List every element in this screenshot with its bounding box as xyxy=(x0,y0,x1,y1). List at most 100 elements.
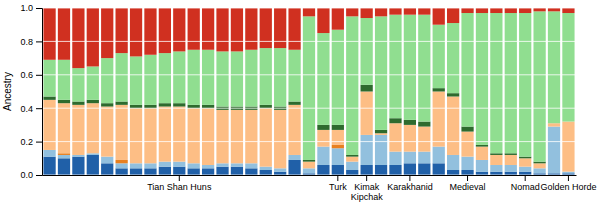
x-tick-label-line: Kipchak xyxy=(351,192,384,202)
bar-segment xyxy=(346,16,358,155)
y-axis-line xyxy=(36,9,43,176)
bar-segment xyxy=(332,145,344,148)
bar-segment xyxy=(274,110,286,168)
x-tick-label-line: Medieval xyxy=(450,182,486,192)
x-tick-label-line: Tian Shan Huns xyxy=(147,182,212,192)
x-tick: Golden Horde xyxy=(540,175,596,192)
bar-segment xyxy=(505,13,517,153)
y-tick-mark xyxy=(36,41,42,42)
bar-segment xyxy=(130,8,142,56)
x-axis: Tian Shan HunsTurkKimakKipchakKarakhanid… xyxy=(43,175,597,202)
bar-segment xyxy=(418,152,430,164)
x-tick: KimakKipchak xyxy=(351,175,384,202)
y-tick-mark xyxy=(36,108,42,109)
bar-segment xyxy=(548,123,560,126)
bar-segment xyxy=(231,8,243,51)
bar-segment xyxy=(447,23,459,93)
bar-segment xyxy=(533,162,545,164)
bar-segment xyxy=(490,153,502,155)
bar-segment xyxy=(346,8,358,16)
bar-segment xyxy=(260,170,272,175)
bar-segment xyxy=(216,110,228,163)
bar-segment xyxy=(231,51,243,106)
bar-segment xyxy=(101,163,113,175)
bar-segment xyxy=(58,100,70,103)
bar-segment xyxy=(433,163,445,175)
bar-segment xyxy=(490,172,502,175)
x-tick-label: Karakhanid xyxy=(387,182,433,192)
bar-segment xyxy=(404,152,416,164)
bar-segment xyxy=(418,8,430,15)
bar-segment xyxy=(375,16,387,130)
bar-segment xyxy=(404,163,416,175)
grid-line xyxy=(42,141,576,142)
bar-segment xyxy=(375,135,387,165)
bar-segment xyxy=(389,118,401,123)
bar-segment xyxy=(490,155,502,165)
bar-segment xyxy=(216,163,228,166)
bars xyxy=(43,8,574,175)
bar-segment xyxy=(188,50,200,105)
bar-segment xyxy=(144,168,156,175)
chart-svg: 0.00.20.40.60.81.0Tian Shan HunsTurkKima… xyxy=(0,0,604,209)
bar-segment xyxy=(533,168,545,173)
y-tick-label: 0.0 xyxy=(20,170,33,180)
bar-segment xyxy=(361,85,373,92)
bar-segment xyxy=(505,153,517,155)
bar-segment xyxy=(404,125,416,152)
bar-segment xyxy=(433,25,445,88)
y-tick-mark xyxy=(36,8,42,9)
bar-segment xyxy=(346,155,358,157)
y-tick-label: 0.4 xyxy=(20,104,33,114)
bar-segment xyxy=(533,163,545,168)
bar-segment xyxy=(317,33,329,125)
bar-segment xyxy=(173,8,185,51)
bar-segment xyxy=(433,88,445,91)
bar-segment xyxy=(202,105,214,108)
bar-segment xyxy=(418,127,430,152)
grid xyxy=(42,8,576,175)
bar-segment xyxy=(274,168,286,171)
bar-segment xyxy=(317,165,329,175)
bar-segment xyxy=(116,160,128,163)
bar-segment xyxy=(274,48,286,106)
grid-line xyxy=(42,175,576,176)
y-tick-mark xyxy=(36,175,42,176)
bar-segment xyxy=(361,92,373,135)
bar-segment xyxy=(288,155,300,160)
bar-segment xyxy=(216,8,228,51)
y-tick: 0.8 xyxy=(20,37,42,47)
bar-segment xyxy=(389,165,401,175)
y-tick: 0.2 xyxy=(20,137,42,147)
bar-segment xyxy=(101,58,113,103)
bar-segment xyxy=(130,168,142,175)
bar-segment xyxy=(461,170,473,175)
bar-segment xyxy=(461,127,473,132)
bar-segment xyxy=(116,8,128,53)
bar-segment xyxy=(303,8,315,16)
x-tick-mark xyxy=(366,175,367,181)
bar-segment xyxy=(433,8,445,25)
bar-segment xyxy=(58,153,70,155)
bar-segment xyxy=(260,8,272,48)
y-tick-mark xyxy=(36,75,42,76)
bar-segment xyxy=(144,55,156,105)
bar-segment xyxy=(346,157,358,162)
bar-segment xyxy=(188,108,200,163)
x-tick: Karakhanid xyxy=(387,175,433,192)
bar-segment xyxy=(375,133,387,135)
x-axis-line xyxy=(43,175,577,176)
x-tick-label: Medieval xyxy=(450,182,486,192)
bar-segment xyxy=(375,8,387,16)
bar-segment xyxy=(519,167,531,172)
bar-segment xyxy=(188,8,200,50)
bar-segment xyxy=(245,50,257,107)
bar-segment xyxy=(130,108,142,163)
x-tick-label-line: Nomad xyxy=(511,182,540,192)
plot: 0.00.20.40.60.81.0Tian Shan HunsTurkKima… xyxy=(20,3,596,202)
bar-segment xyxy=(490,8,502,13)
bar-segment xyxy=(303,162,315,169)
y-tick-label: 0.2 xyxy=(20,137,33,147)
bar-segment xyxy=(231,110,243,163)
bar-segment xyxy=(202,50,214,105)
